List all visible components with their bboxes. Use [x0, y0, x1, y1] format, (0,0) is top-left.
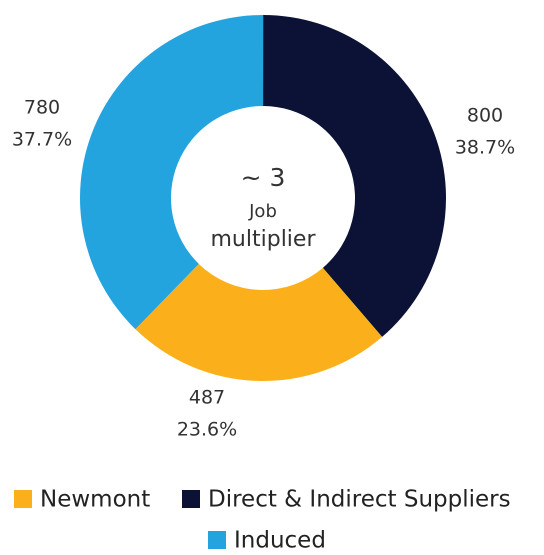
donut-slice [263, 15, 446, 337]
data-label: 487 [189, 387, 225, 409]
legend-label: Direct & Indirect Suppliers [208, 487, 511, 513]
data-label: 800 [467, 105, 503, 127]
legend-label: Induced [234, 528, 326, 554]
legend-swatch [14, 490, 32, 508]
percent-label: 37.7% [12, 129, 72, 151]
legend-swatch [208, 531, 226, 549]
center-label: Job [248, 201, 277, 222]
legend-label: Newmont [40, 487, 150, 513]
donut-slice [80, 15, 264, 330]
percent-label: 38.7% [455, 137, 515, 159]
center-label: multiplier [211, 227, 317, 252]
donut-slice [135, 263, 383, 381]
percent-label: 23.6% [177, 419, 237, 441]
center-value: ~ 3 [241, 163, 286, 192]
legend-swatch [182, 490, 200, 508]
data-label: 780 [24, 97, 60, 119]
